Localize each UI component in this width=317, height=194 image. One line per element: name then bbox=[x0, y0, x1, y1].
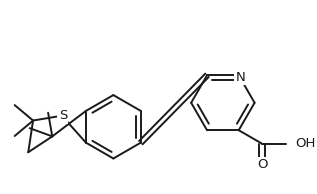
Text: S: S bbox=[59, 109, 67, 122]
Text: OH: OH bbox=[296, 137, 316, 150]
Text: N: N bbox=[236, 71, 246, 84]
Text: O: O bbox=[257, 158, 267, 171]
